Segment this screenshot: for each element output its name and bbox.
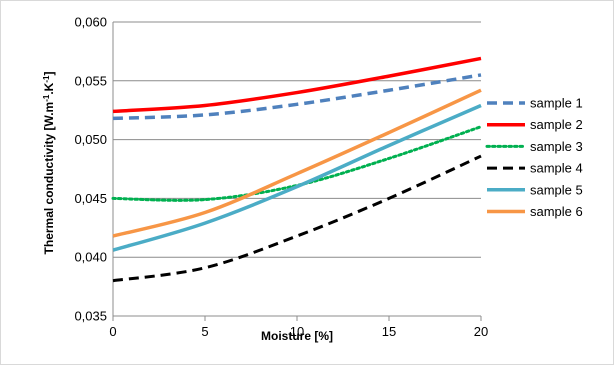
y-tick-label: 0,040: [74, 250, 107, 265]
series-line-sample-2: [112, 56, 482, 114]
legend-label: sample 4: [530, 161, 583, 176]
legend-label: sample 2: [530, 117, 583, 132]
legend-label: sample 6: [530, 204, 583, 219]
series-line-sample-5: [112, 103, 482, 252]
y-axis-title: Thermal conductivity [W.m-1.K-1]: [42, 72, 57, 255]
x-tick-label: 15: [382, 324, 396, 339]
series-line-sample-4: [112, 154, 482, 283]
y-tick-labels: 0,035 0,040 0,045 0,050 0,055 0,060: [74, 15, 107, 324]
series-line-sample-6: [112, 88, 482, 238]
legend-label: sample 3: [530, 139, 583, 154]
x-tick-label: 20: [474, 324, 488, 339]
x-tick-labels: 0 5 10 15 20: [109, 324, 488, 339]
x-axis-title: Moisture [%]: [261, 329, 333, 343]
y-axis-title-mid: .K: [42, 82, 56, 94]
y-tick-label: 0,035: [74, 309, 107, 324]
series-lines: [111, 56, 483, 283]
y-tick-label: 0,050: [74, 132, 107, 147]
y-axis-title-main: Thermal conductivity [W.m: [42, 102, 56, 255]
y-tick-label: 0,055: [74, 73, 107, 88]
gridlines: [113, 21, 481, 317]
y-axis-title-sup2: -1: [42, 75, 51, 83]
series-line-sample-3: [111, 125, 483, 202]
y-tick-label: 0,045: [74, 191, 107, 206]
y-axis-title-sup1: -1: [42, 94, 51, 102]
axes: [112, 22, 482, 321]
x-tick-label: 5: [201, 324, 208, 339]
x-tick-label: 10: [290, 324, 304, 339]
x-tick-label: 0: [109, 324, 116, 339]
y-tick-label: 0,060: [74, 15, 107, 30]
legend-label: sample 1: [530, 96, 583, 111]
legend: sample 1 sample 2 sample 3 sample 4 sample 5…: [485, 96, 583, 219]
y-axis-title-end: ]: [42, 72, 56, 76]
series-line-sample-1: [112, 73, 482, 121]
legend-label: sample 5: [530, 182, 583, 197]
